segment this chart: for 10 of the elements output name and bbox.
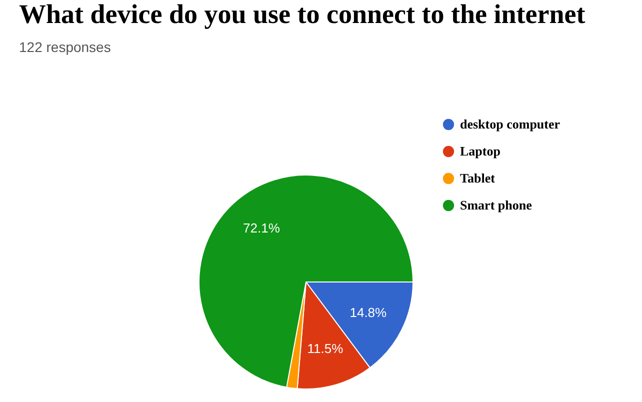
legend-label: Laptop <box>460 144 500 158</box>
data-label: 11.5% <box>307 340 344 356</box>
legend-label: Tablet <box>460 170 496 186</box>
data-label: 72.1% <box>243 220 280 236</box>
text: 122 responses <box>19 39 111 55</box>
pie-slice <box>198 174 414 388</box>
chart-title: What device do you use to connect to the internet <box>19 0 586 29</box>
legend-label: desktop computer <box>460 116 560 132</box>
legend-label: Smart phone <box>460 198 532 212</box>
data-label: 14.8% <box>350 305 388 320</box>
